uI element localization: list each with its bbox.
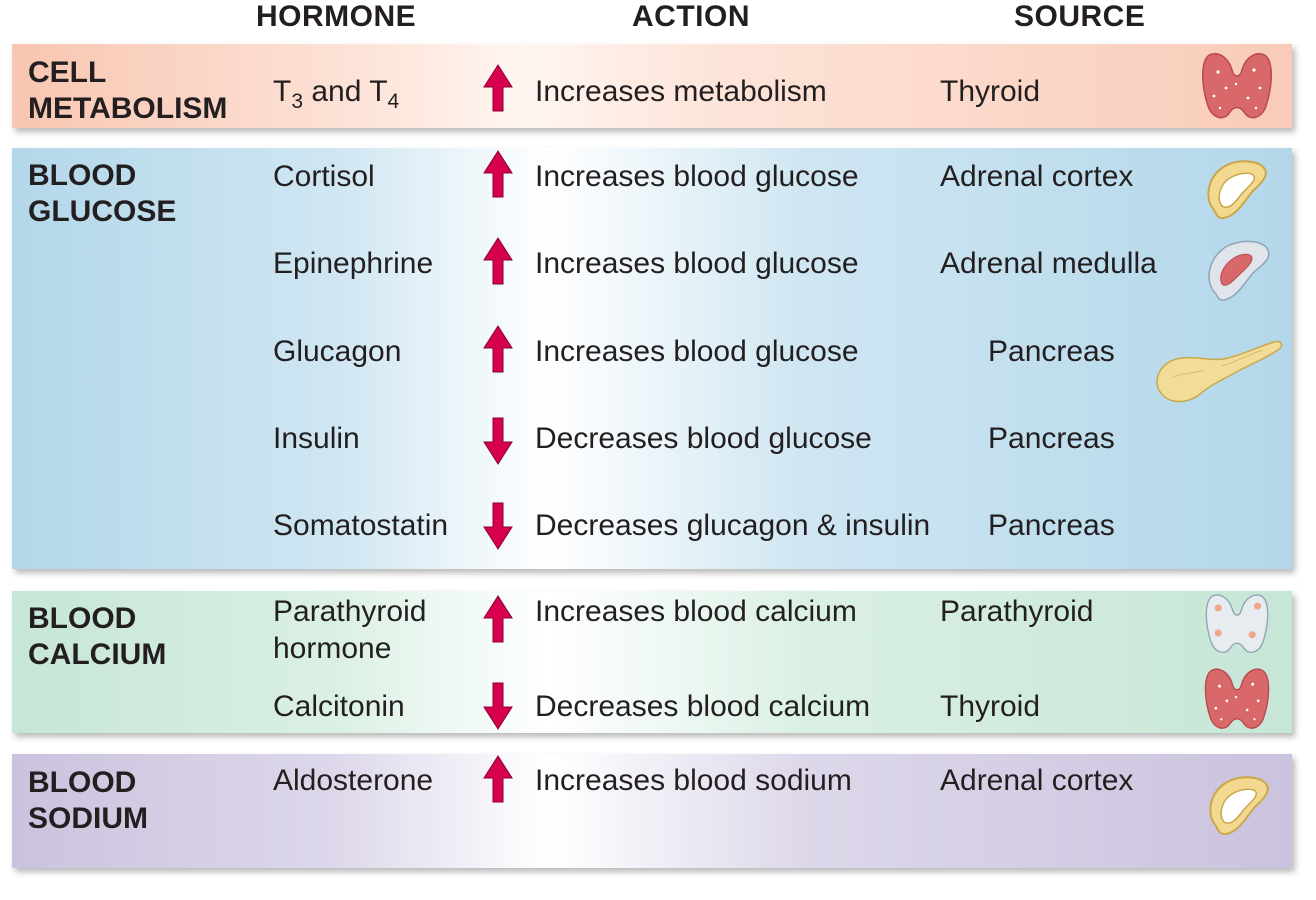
header-source: SOURCE (1014, 0, 1146, 33)
header-hormone: HORMONE (256, 0, 417, 33)
source-text: Thyroid (940, 690, 1041, 723)
parathyroid-gland-icon (1205, 594, 1269, 654)
category-blood-sodium: BLOOD SODIUM (28, 765, 148, 837)
category-line: BLOOD (28, 766, 137, 799)
action-text: Decreases blood calcium (535, 690, 871, 723)
hormone-text: and T (303, 75, 388, 108)
arrow-up-icon (483, 150, 513, 198)
category-line: BLOOD (28, 602, 137, 635)
action-text: Decreases blood glucose (535, 422, 872, 455)
category-cell-metabolism: CELL METABOLISM (28, 55, 227, 127)
thyroid-gland-icon (1201, 52, 1273, 119)
hormone-text: Aldosterone (273, 764, 434, 797)
source-text: Pancreas (988, 422, 1115, 455)
hormone-text: Glucagon (273, 335, 402, 368)
hormone-t3-t4: T3 and T4 (273, 73, 399, 120)
action-text: Increases blood glucose (535, 160, 859, 193)
category-line: GLUCOSE (28, 195, 177, 228)
adrenal-medulla-icon (1208, 240, 1270, 301)
category-blood-glucose: BLOOD GLUCOSE (28, 158, 176, 230)
pancreas-icon (1156, 340, 1283, 403)
category-line: CALCIUM (28, 638, 167, 671)
hormone-text: Somatostatin (273, 509, 449, 542)
action-text: Increases blood glucose (535, 335, 859, 368)
adrenal-cortex-icon (1209, 776, 1269, 836)
category-blood-calcium: BLOOD CALCIUM (28, 601, 166, 673)
arrow-up-icon (483, 237, 513, 285)
hormone-parathyroid-hormone: Parathyroid hormone (273, 593, 426, 667)
blood-calcium-band (12, 591, 1292, 733)
subscript: 4 (387, 90, 400, 113)
hormone-text: Epinephrine (273, 247, 434, 280)
action-text: Increases blood sodium (535, 764, 852, 797)
hormone-text: Calcitonin (273, 690, 405, 723)
source-text: Adrenal cortex (940, 764, 1134, 797)
arrow-up-icon (483, 595, 513, 643)
hormone-text: Insulin (273, 422, 360, 455)
arrow-up-icon (483, 64, 513, 112)
cell-metabolism-band (12, 44, 1292, 128)
arrow-up-icon (483, 325, 513, 373)
source-text: Adrenal medulla (940, 247, 1157, 280)
hormone-text: T (273, 75, 292, 108)
source-text: Pancreas (988, 509, 1115, 542)
header-action: ACTION (632, 0, 750, 33)
source-text: Adrenal cortex (940, 160, 1134, 193)
thyroid-gland-icon (1204, 668, 1270, 729)
source-text: Pancreas (988, 335, 1115, 368)
category-line: CELL (28, 56, 107, 89)
arrow-down-icon (483, 417, 513, 465)
hormone-text: Cortisol (273, 160, 375, 193)
blood-glucose-band (12, 148, 1292, 569)
subscript: 3 (291, 90, 304, 113)
arrow-up-icon (483, 755, 513, 803)
action-text: Increases blood glucose (535, 247, 859, 280)
hormone-text: Parathyroid (273, 595, 427, 628)
category-line: BLOOD (28, 159, 137, 192)
action-text: Increases metabolism (535, 75, 827, 108)
arrow-down-icon (483, 682, 513, 730)
category-line: SODIUM (28, 802, 148, 835)
source-text: Thyroid (940, 75, 1041, 108)
arrow-down-icon (483, 502, 513, 550)
action-text: Decreases glucagon & insulin (535, 509, 931, 542)
hormone-text: hormone (273, 632, 392, 665)
category-line: METABOLISM (28, 92, 228, 125)
source-text: Parathyroid (940, 595, 1094, 628)
adrenal-cortex-icon (1207, 160, 1267, 220)
action-text: Increases blood calcium (535, 595, 857, 628)
blood-sodium-band (12, 754, 1292, 868)
